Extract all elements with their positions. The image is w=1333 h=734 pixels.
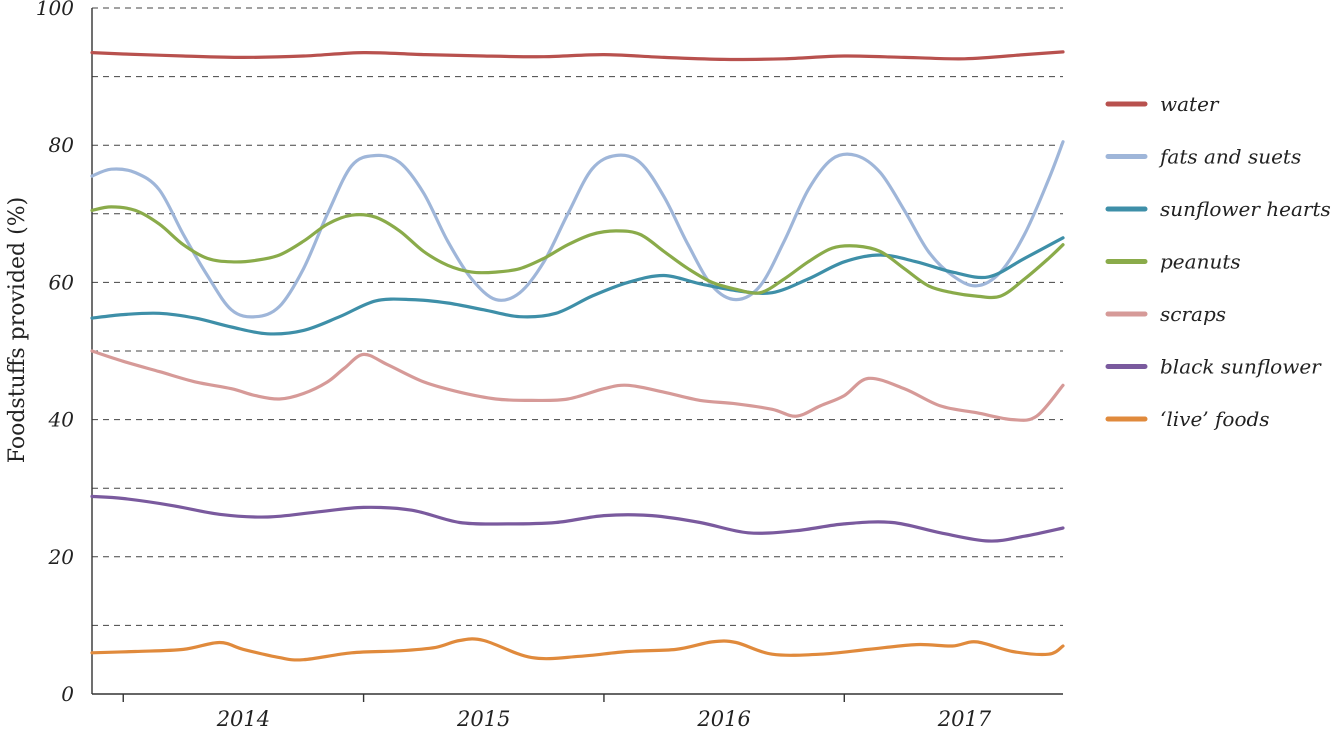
x-tick-label: 2016 bbox=[696, 707, 750, 731]
y-tick-label: 20 bbox=[48, 545, 75, 569]
legend-item-black-sunflower: black sunflower bbox=[1105, 355, 1322, 379]
x-tick-label: 2015 bbox=[456, 707, 510, 731]
legend-item-live-foods: ‘live’ foods bbox=[1105, 407, 1270, 431]
legend-item-peanuts: peanuts bbox=[1105, 250, 1241, 274]
y-tick-label: 80 bbox=[49, 133, 75, 157]
y-axis-label: Foodstuffs provided (%) bbox=[5, 197, 30, 463]
legend-label: peanuts bbox=[1160, 250, 1241, 274]
legend-item-water: water bbox=[1105, 92, 1220, 116]
axes bbox=[91, 8, 1063, 702]
x-tick-label: 2014 bbox=[216, 707, 270, 731]
legend-label: black sunflower bbox=[1160, 355, 1322, 379]
x-tick-label: 2017 bbox=[937, 707, 992, 731]
series-line-black-sunflower bbox=[90, 494, 1065, 543]
series-line-fats-and-suets bbox=[90, 140, 1065, 319]
legend-item-scraps: scraps bbox=[1105, 302, 1226, 326]
x-tick-labels: 2014 2015 2016 2017 bbox=[216, 707, 992, 731]
y-tick-label: 0 bbox=[61, 682, 74, 706]
y-tick-labels: 0 20 40 60 80 100 bbox=[36, 0, 74, 706]
y-tick-label: 40 bbox=[48, 408, 75, 432]
legend-item-fats-and-suets: fats and suets bbox=[1105, 145, 1301, 169]
legend-item-sunflower-hearts: sunflower hearts bbox=[1105, 197, 1331, 221]
series-lines bbox=[90, 50, 1065, 662]
legend-label: sunflower hearts bbox=[1160, 197, 1331, 221]
series-line-water bbox=[90, 50, 1065, 62]
series-line-sunflower-hearts bbox=[90, 236, 1065, 336]
gridlines bbox=[92, 7, 1063, 626]
legend: water fats and suets sunflower hearts peanu… bbox=[1105, 92, 1331, 431]
y-tick-label: 60 bbox=[49, 270, 75, 294]
legend-label: water bbox=[1160, 92, 1220, 116]
legend-label: scraps bbox=[1160, 302, 1226, 326]
series-line-scraps bbox=[90, 349, 1065, 422]
series-line-live-foods bbox=[90, 637, 1065, 662]
series-line-peanuts bbox=[90, 205, 1065, 300]
legend-label: ‘live’ foods bbox=[1160, 407, 1270, 431]
y-tick-label: 100 bbox=[36, 0, 74, 20]
legend-label: fats and suets bbox=[1158, 145, 1301, 169]
